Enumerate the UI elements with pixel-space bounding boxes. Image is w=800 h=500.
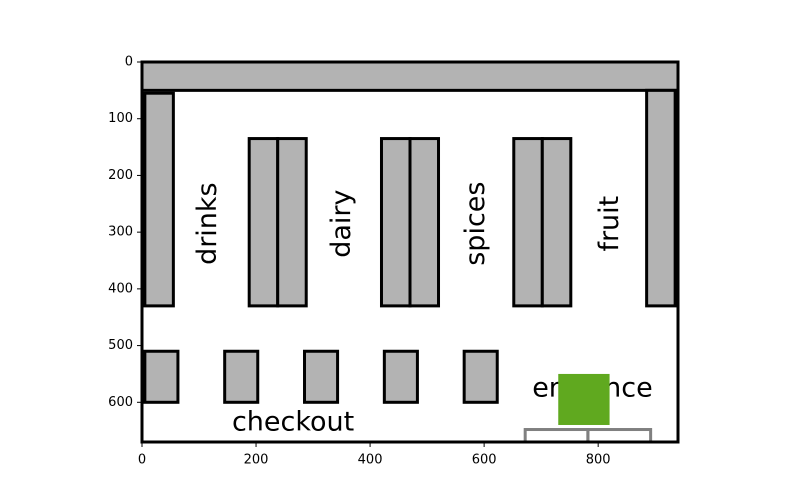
checkout-counter-4 bbox=[382, 349, 419, 404]
y-tick-label-300: 300 bbox=[108, 225, 133, 240]
side-shelf-2 bbox=[645, 88, 677, 308]
x-tick-label-200: 200 bbox=[244, 453, 269, 468]
aisle-shelf-6 bbox=[540, 137, 573, 308]
store-shapes bbox=[140, 60, 680, 444]
store-outline bbox=[140, 60, 680, 444]
side-shelf-1 bbox=[143, 91, 175, 308]
area-label-checkout: checkout bbox=[232, 407, 354, 438]
entrance-door-2 bbox=[586, 428, 653, 444]
entrance-marker bbox=[558, 373, 610, 425]
y-tick-label-600: 600 bbox=[108, 395, 133, 410]
aisle-shelf-2 bbox=[276, 137, 308, 308]
axes: 0 200 400 600 800 0 100 200 300 400 500 600 bbox=[108, 55, 680, 468]
aisle-label-dairy: dairy bbox=[326, 189, 357, 257]
y-tick-label-0: 0 bbox=[125, 55, 133, 70]
y-tick-label-200: 200 bbox=[108, 168, 133, 183]
y-tick-label-100: 100 bbox=[108, 111, 133, 126]
aisle-shelf-3 bbox=[379, 137, 412, 308]
checkout-counter-3 bbox=[303, 349, 340, 404]
entrance-door-1 bbox=[523, 428, 590, 444]
aisle-label-spices: spices bbox=[460, 182, 491, 266]
store-labels: drinksdairyspicesfruitcheckoutentrance bbox=[192, 182, 653, 438]
y-tick-label-500: 500 bbox=[108, 338, 133, 353]
aisle-shelf-4 bbox=[408, 137, 441, 308]
x-tick-label-800: 800 bbox=[586, 453, 611, 468]
x-tick-label-0: 0 bbox=[138, 453, 146, 468]
checkout-counter-2 bbox=[223, 349, 260, 404]
top-wall-shelf bbox=[140, 60, 680, 92]
y-tick-label-400: 400 bbox=[108, 281, 133, 296]
x-tick-label-600: 600 bbox=[472, 453, 497, 468]
checkout-counter-1 bbox=[143, 349, 180, 404]
aisle-label-fruit: fruit bbox=[594, 196, 625, 252]
aisle-label-drinks: drinks bbox=[192, 182, 223, 265]
x-tick-label-400: 400 bbox=[358, 453, 383, 468]
aisle-shelf-1 bbox=[247, 137, 280, 308]
aisle-shelf-5 bbox=[512, 137, 544, 308]
checkout-counter-5 bbox=[462, 349, 499, 404]
